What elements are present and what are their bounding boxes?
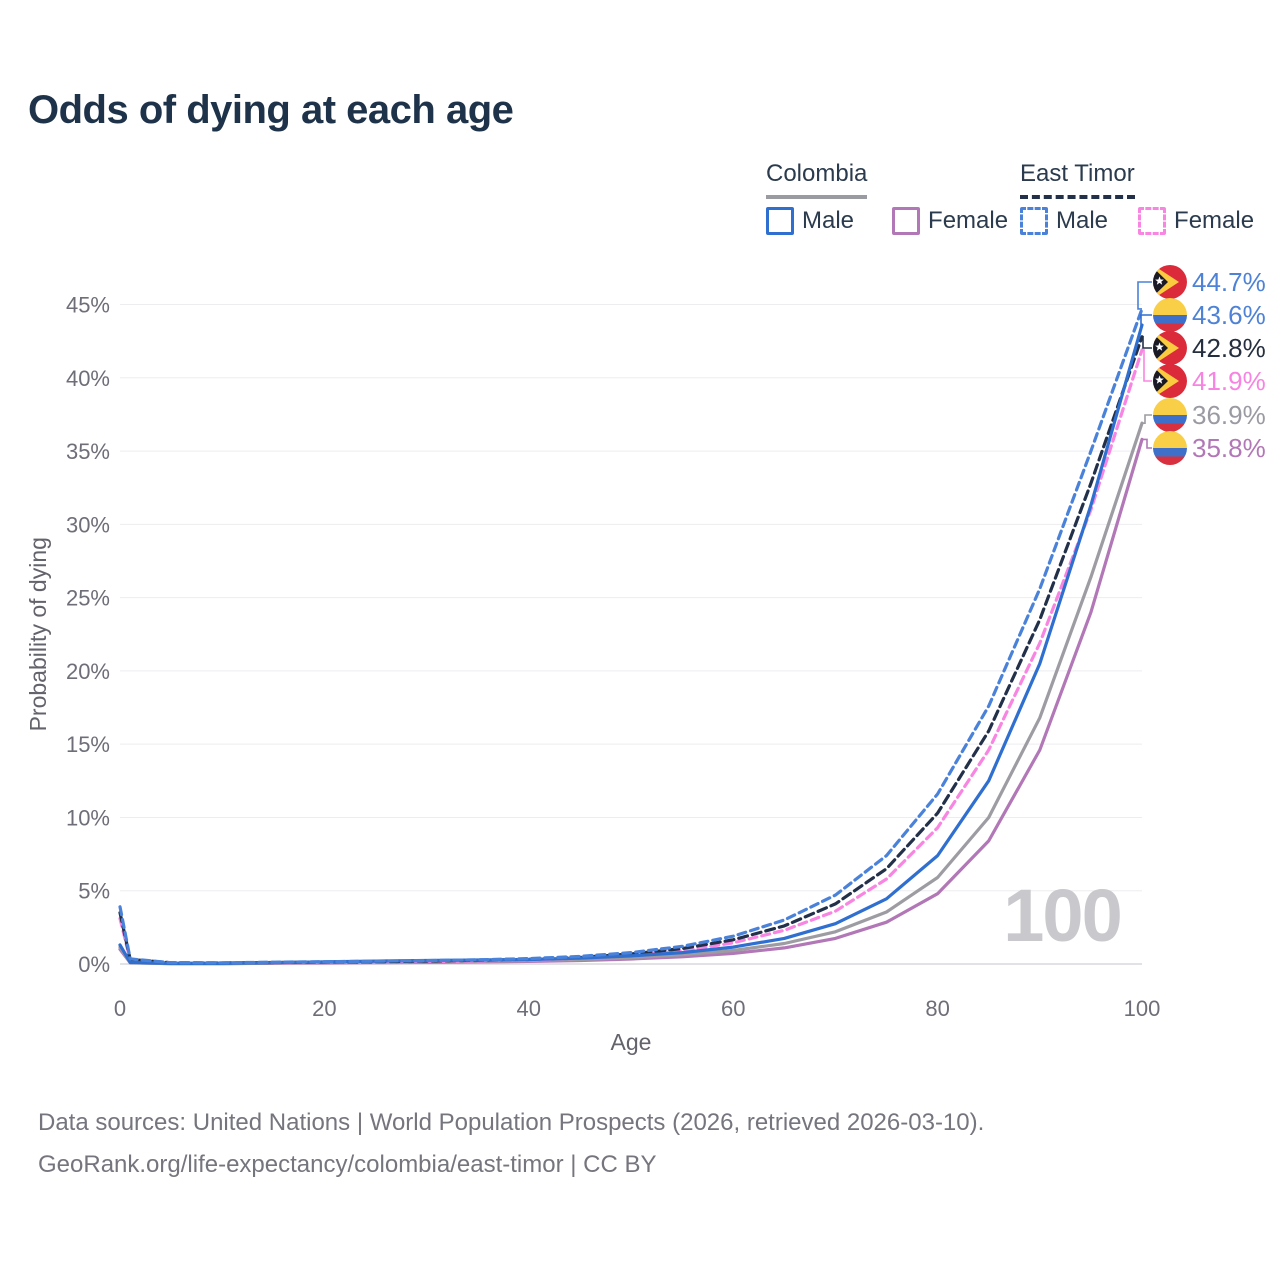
chart-svg: 0% 5% 10% 15% 20% 25% 30% 35% 40% 45% 0 20 40 60 80 100… <box>25 265 1266 1055</box>
x-tick-label: 60 <box>721 996 745 1021</box>
legend-item-colombia-male[interactable]: Male <box>766 207 854 235</box>
x-tick-label: 100 <box>1124 996 1161 1021</box>
colombia-flag-icon <box>1153 298 1187 332</box>
attribution-link-text[interactable]: GeoRank.org/life-expectancy/colombia/eas… <box>38 1151 657 1178</box>
y-axis-title: Probability of dying <box>25 537 51 731</box>
legend-item-label: Male <box>1056 207 1109 234</box>
legend-group-colombia: Colombia Male Female <box>766 160 1008 235</box>
legend-item-east-timor-female[interactable]: Female <box>1138 207 1254 235</box>
label-connector <box>1142 336 1152 349</box>
y-tick-label: 15% <box>66 732 110 757</box>
series-line-colombia-male[interactable] <box>118 323 1144 965</box>
label-connector <box>1137 281 1152 310</box>
legend-item-label: Male <box>802 207 855 234</box>
east-timor-male-swatch-icon <box>1020 207 1048 235</box>
label-connector <box>1142 349 1152 382</box>
y-tick-label: 5% <box>78 879 110 904</box>
mortality-chart: 0% 5% 10% 15% 20% 25% 30% 35% 40% 45% 0 20 40 60 80 100… <box>25 265 1266 1055</box>
colombia-flag-icon <box>1153 398 1187 432</box>
colombia-flag-icon <box>1153 431 1187 465</box>
x-tick-label: 0 <box>114 996 126 1021</box>
y-tick-label: 25% <box>66 586 110 611</box>
label-connector <box>1142 438 1152 449</box>
x-tick-label: 20 <box>312 996 336 1021</box>
y-tick-label: 20% <box>66 659 110 684</box>
x-tick-label: 80 <box>925 996 949 1021</box>
east-timor-flag-icon <box>1153 265 1187 299</box>
page-title: Odds of dying at each age <box>28 88 514 132</box>
legend-item-label: Female <box>928 207 1009 234</box>
legend-item-label: Female <box>1174 207 1255 234</box>
y-tick-label: 45% <box>66 293 110 318</box>
legend-header-east-timor: East Timor <box>1020 160 1135 199</box>
east-timor-female-swatch-icon <box>1138 207 1167 235</box>
end-value-label: 41.9% <box>1192 366 1266 396</box>
colombia-male-swatch-icon <box>766 207 794 235</box>
end-value-label: 43.6% <box>1192 300 1266 330</box>
y-tick-label: 10% <box>66 805 110 830</box>
legend-group-east-timor: East Timor Male Female <box>1020 160 1254 235</box>
end-value-label: 42.8% <box>1192 333 1266 363</box>
series-line-colombia-female[interactable] <box>118 437 1144 966</box>
series-line-east-timor-male[interactable] <box>118 307 1144 965</box>
x-axis-title: Age <box>611 1029 652 1055</box>
label-connector <box>1140 314 1152 326</box>
y-tick-label: 40% <box>66 366 110 391</box>
y-tick-label: 35% <box>66 439 110 464</box>
legend-header-colombia: Colombia <box>766 160 868 199</box>
data-sources-text: Data sources: United Nations | World Pop… <box>38 1109 985 1136</box>
star-shape <box>1155 342 1164 351</box>
y-tick-label: 30% <box>66 512 110 537</box>
star-shape <box>1155 276 1164 285</box>
series-line-east-timor[interactable] <box>118 335 1144 965</box>
end-value-label: 36.9% <box>1192 400 1266 430</box>
age-watermark: 100 <box>1003 874 1120 957</box>
legend-item-east-timor-male[interactable]: Male <box>1020 207 1108 235</box>
east-timor-flag-icon <box>1153 364 1187 398</box>
footer: Data sources: United Nations | World Pop… <box>38 1102 984 1186</box>
label-connector <box>1142 414 1152 424</box>
series-line-colombia[interactable] <box>118 421 1144 966</box>
end-value-label: 44.7% <box>1192 267 1266 297</box>
legend: Colombia Male Female East Timor Male Fem… <box>0 160 1280 250</box>
colombia-female-swatch-icon <box>892 207 921 235</box>
end-value-label: 35.8% <box>1192 433 1266 463</box>
x-tick-label: 40 <box>517 996 541 1021</box>
star-shape <box>1155 375 1164 384</box>
y-tick-label: 0% <box>78 952 110 977</box>
legend-item-colombia-female[interactable]: Female <box>892 207 1008 235</box>
east-timor-flag-icon <box>1153 331 1187 365</box>
series-line-east-timor-female[interactable] <box>118 348 1144 965</box>
